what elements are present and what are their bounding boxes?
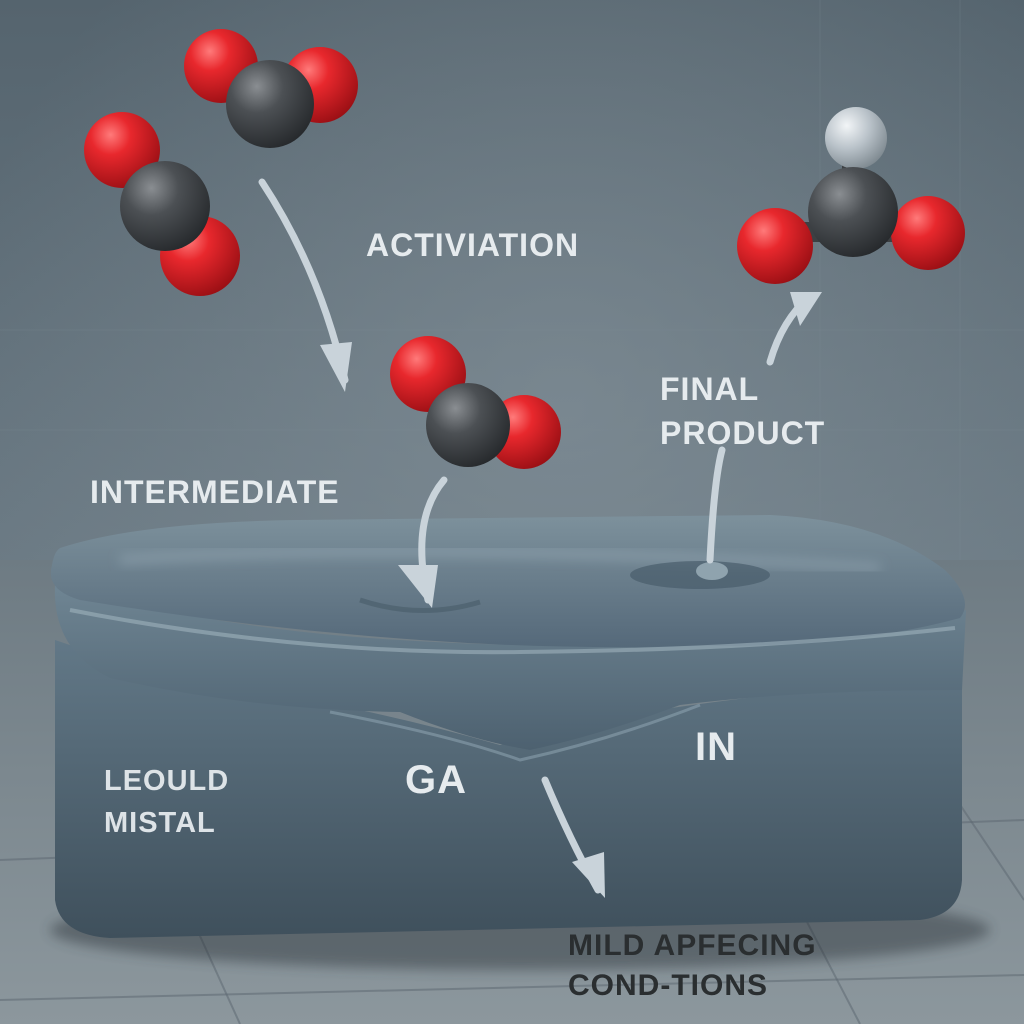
- carbon-atom: [120, 161, 210, 251]
- label-final-line2: PRODUCT: [660, 415, 825, 451]
- arrow-heads: [320, 292, 822, 898]
- carbon-atom: [226, 60, 314, 148]
- arrow-head-icon: [398, 565, 438, 608]
- co2-molecule-icon: [84, 112, 240, 296]
- surface-dimple-core: [696, 562, 728, 580]
- carbon-atom: [426, 383, 510, 467]
- wall-tiles: [0, 0, 1024, 560]
- label-conditions-line1: MILD APFECING: [568, 929, 817, 962]
- carbon-atom: [808, 167, 898, 257]
- label-final-line1: FINAL: [660, 371, 759, 407]
- slab-top-surface: [50, 515, 966, 648]
- surface-ripple: [359, 597, 481, 613]
- label-conditions-line2: COND-TIONS: [568, 969, 768, 1002]
- arrow-head-icon: [790, 292, 822, 326]
- slab-upper-band: [54, 585, 966, 750]
- oxygen-atom: [737, 208, 813, 284]
- oxygen-atom: [891, 196, 965, 270]
- hydrogen-atom: [825, 107, 887, 169]
- liquid-metal-slab: [50, 515, 966, 938]
- co2-molecule-icon: [184, 29, 358, 148]
- carbonate-molecule-icon: [737, 107, 965, 284]
- co2-molecule-icon: [390, 336, 561, 469]
- arrow-head-icon: [572, 852, 605, 898]
- label-liquid-line2: MISTAL: [104, 807, 216, 839]
- label-liquid-line1: LEOULD: [104, 765, 229, 797]
- label-ga: GA: [405, 758, 467, 802]
- arrow-head-icon: [320, 342, 352, 392]
- slab-wave-highlight: [329, 703, 701, 762]
- slab-edge-highlight: [69, 608, 956, 655]
- flow-arrow-icon: [706, 446, 726, 564]
- slab-front-face: [55, 640, 962, 938]
- label-intermediate: INTERMEDIATE: [90, 474, 340, 510]
- label-in: IN: [695, 725, 737, 769]
- label-activation: ACTIVIATION: [366, 227, 579, 263]
- slab-highlight: [119, 548, 881, 571]
